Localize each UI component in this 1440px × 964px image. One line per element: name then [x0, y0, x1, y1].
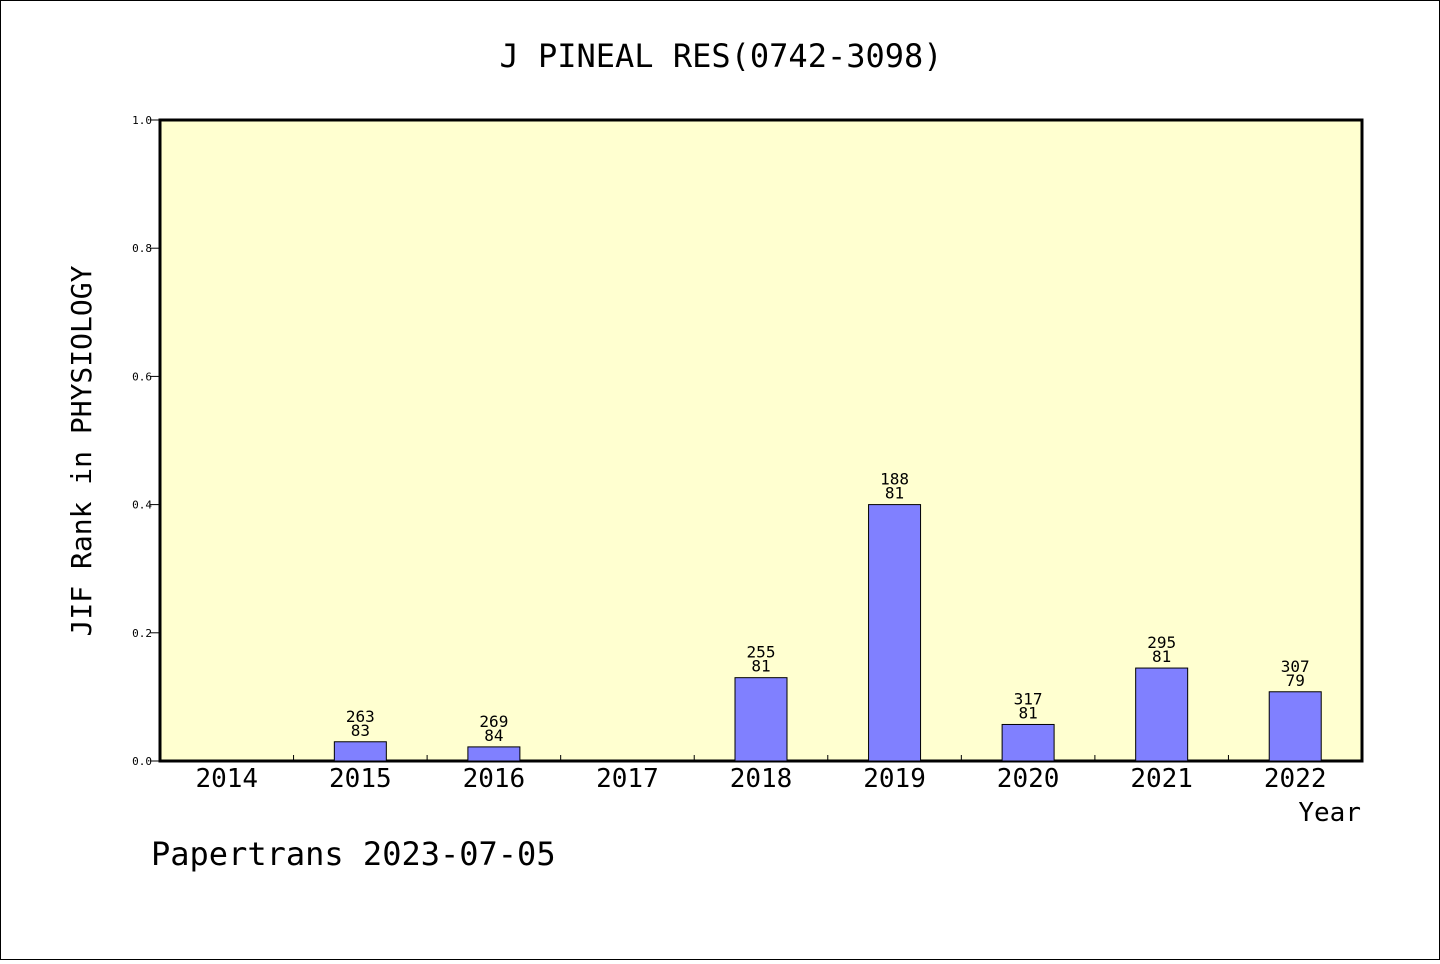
bar-label-top: 269 [479, 712, 508, 731]
y-axis: 0.0 0.2 0.4 0.6 0.8 1.0 [132, 114, 160, 768]
bar-2018 [734, 677, 788, 762]
y-tick-label: 0.4 [132, 499, 152, 512]
bar-2016 [467, 746, 521, 762]
bar-label-bottom: 81 [1018, 703, 1037, 722]
y-tick-label: 0.6 [132, 370, 152, 383]
bar-label-top: 188 [880, 470, 909, 489]
x-tick-label: 2019 [863, 764, 926, 794]
x-tick-label: 2020 [997, 764, 1060, 794]
bar-label-bottom: 81 [885, 484, 904, 503]
bar-label-top: 317 [1014, 689, 1043, 708]
bar-2021 [1135, 667, 1189, 762]
bar-label-top: 255 [747, 643, 776, 662]
x-axis-label: Year [1298, 798, 1361, 828]
bar-label-top: 307 [1281, 657, 1310, 676]
bar-label-bottom: 84 [484, 726, 503, 745]
bar-2015 [333, 741, 387, 762]
bar-label-bottom: 81 [751, 657, 770, 676]
bar-label-top: 263 [346, 707, 375, 726]
plot-area [158, 118, 1364, 763]
x-axis: 2014 2015 2016 2017 2018 2019 2020 2021 2022 [195, 755, 1327, 794]
x-tick-label: 2021 [1130, 764, 1193, 794]
chart-title: J PINEAL RES(0742-3098) [499, 37, 942, 75]
x-tick-label: 2014 [195, 764, 258, 794]
x-tick-label: 2015 [329, 764, 392, 794]
bars [333, 504, 1322, 762]
footer-text: Papertrans 2023-07-05 [151, 835, 556, 873]
bar-2019 [868, 504, 922, 762]
y-axis-label: JIF Rank in PHYSIOLOGY [65, 265, 98, 636]
y-tick-label: 0.8 [132, 242, 152, 255]
y-tick-label: 1.0 [132, 114, 152, 127]
bar-label-bottom: 81 [1152, 647, 1171, 666]
bar-2022 [1268, 691, 1322, 762]
x-tick-label: 2018 [730, 764, 793, 794]
y-tick-label: 0.0 [132, 755, 152, 768]
bar-label-top: 295 [1147, 633, 1176, 652]
bar-2020 [1001, 723, 1055, 762]
x-tick-label: 2016 [463, 764, 526, 794]
bar-label-bottom: 79 [1286, 671, 1305, 690]
y-tick-label: 0.2 [132, 627, 152, 640]
x-tick-label: 2017 [596, 764, 659, 794]
x-tick-label: 2022 [1264, 764, 1327, 794]
bar-label-bottom: 83 [351, 721, 370, 740]
